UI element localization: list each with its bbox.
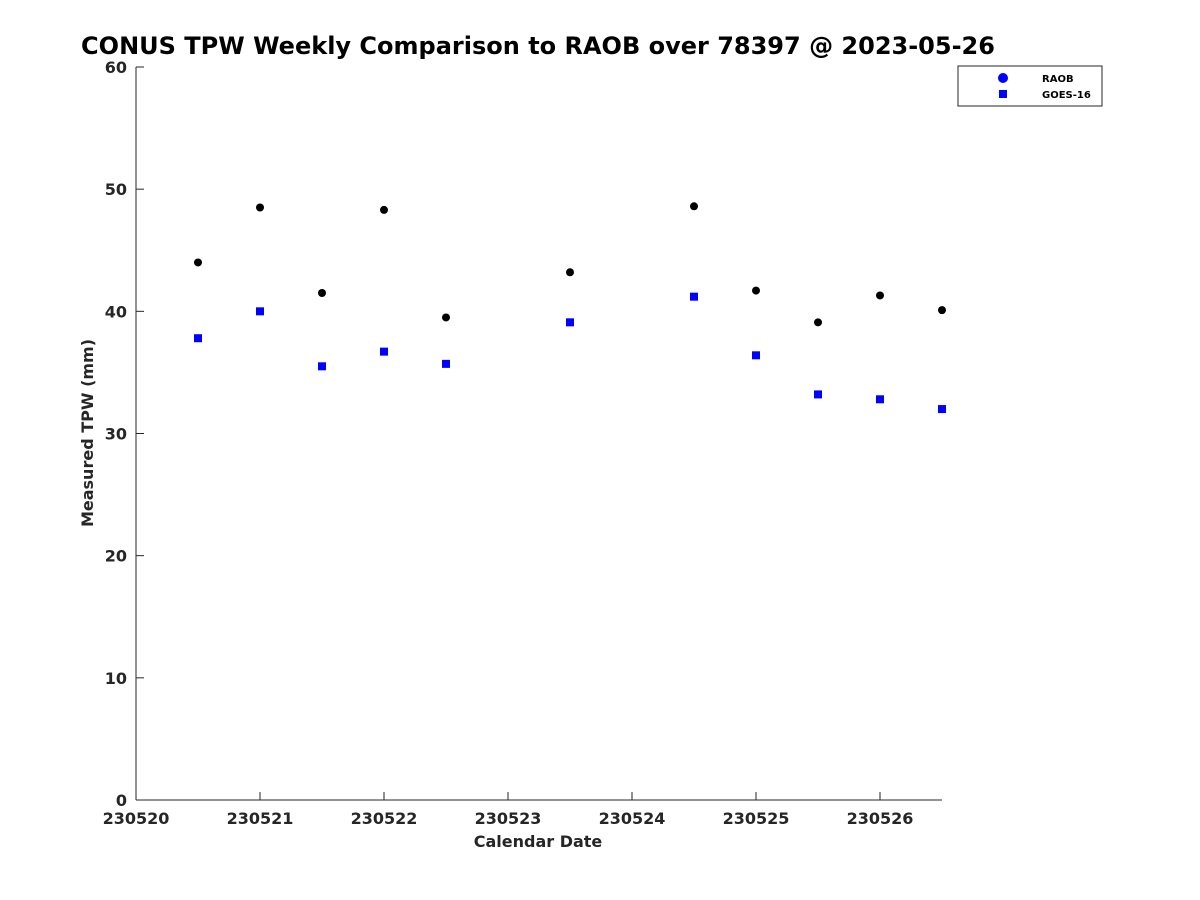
goes16-point	[876, 395, 884, 404]
legend-marker-raob	[998, 73, 1008, 83]
plot-axes	[135, 67, 942, 801]
chart-title: CONUS TPW Weekly Comparison to RAOB over…	[81, 32, 995, 60]
raob-point	[194, 258, 202, 267]
raob-point	[566, 268, 574, 277]
x-axis-label: Calendar Date	[474, 832, 603, 851]
y-tick-label: 0	[116, 791, 127, 810]
legend-marker-goes16	[999, 90, 1007, 98]
goes16-point	[938, 405, 946, 414]
goes16-point	[566, 318, 574, 327]
raob-point	[814, 318, 822, 327]
y-tick-label: 30	[105, 425, 127, 444]
goes16-point	[194, 334, 202, 343]
goes16-point	[752, 351, 760, 360]
x-tick-label: 230524	[599, 809, 666, 828]
legend-box	[957, 65, 1103, 107]
y-ticks: 0 10 20 30 40 50 60	[105, 58, 144, 810]
y-tick-label: 50	[105, 180, 127, 199]
y-tick-label: 40	[105, 302, 127, 321]
raob-point	[876, 291, 884, 300]
x-tick-label: 230526	[847, 809, 914, 828]
legend: RAOB GOES-16	[957, 65, 1103, 107]
goes16-point	[318, 362, 326, 371]
y-tick-label: 60	[105, 58, 127, 77]
raob-point	[690, 202, 698, 211]
x-tick-label: 230522	[351, 809, 418, 828]
goes16-point	[814, 390, 822, 399]
y-tick-label: 10	[105, 669, 127, 688]
raob-point	[318, 289, 326, 298]
x-tick-label: 230520	[103, 809, 170, 828]
y-tick-label: 20	[105, 547, 127, 566]
x-tick-label: 230523	[475, 809, 542, 828]
raob-point	[752, 286, 760, 295]
goes16-point	[690, 292, 698, 301]
raob-point	[938, 306, 946, 315]
goes16-point	[442, 359, 450, 368]
legend-label-raob: RAOB	[1042, 74, 1074, 85]
legend-label-goes16: GOES-16	[1042, 90, 1091, 101]
goes16-point	[380, 347, 388, 356]
raob-point	[442, 313, 450, 322]
goes16-point	[256, 307, 264, 316]
x-tick-label: 230521	[227, 809, 294, 828]
x-tick-label: 230525	[723, 809, 790, 828]
y-axis-label: Measured TPW (mm)	[78, 339, 97, 527]
raob-point	[256, 203, 264, 212]
x-ticks: 230520 230521 230522 230523 230524 230525 2305…	[103, 792, 914, 828]
raob-point	[380, 205, 388, 214]
data-points	[194, 202, 946, 414]
